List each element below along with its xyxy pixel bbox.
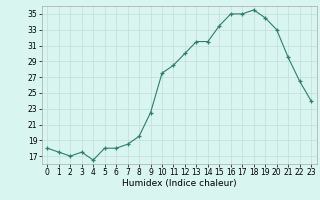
- X-axis label: Humidex (Indice chaleur): Humidex (Indice chaleur): [122, 179, 236, 188]
